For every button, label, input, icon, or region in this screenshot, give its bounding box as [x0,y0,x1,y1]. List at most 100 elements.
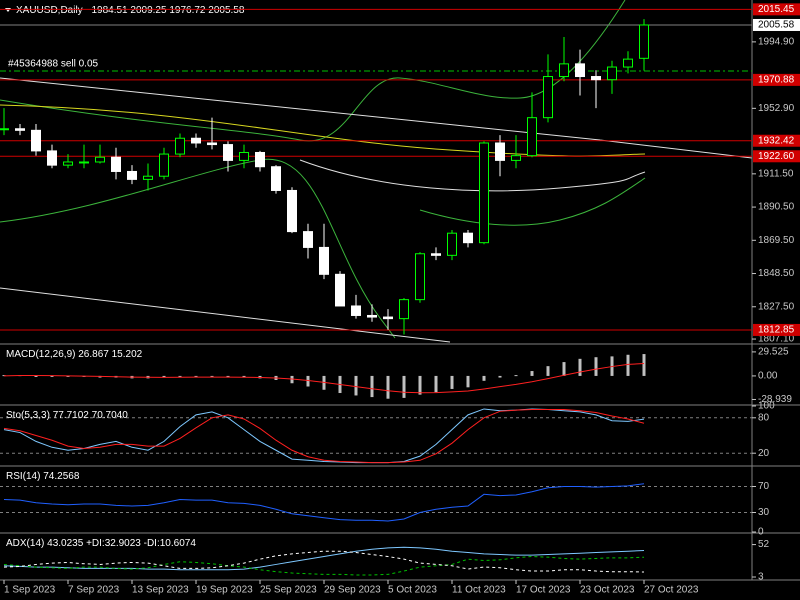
histogram-bar [530,371,534,376]
price-level-box [753,73,800,86]
x-tick-label: 27 Oct 2023 [644,585,699,596]
moving-average [299,159,646,192]
candle-body [271,166,281,191]
x-tick-label: 5 Oct 2023 [388,585,437,596]
histogram-bar [498,375,502,378]
price-level-box [753,134,800,147]
candle-body [287,189,297,233]
histogram-bar [434,375,438,393]
trend-line [0,287,451,343]
candle-body [159,153,169,177]
x-tick-label: 19 Sep 2023 [196,585,253,596]
indicator-readout: 43.0235 [47,538,84,549]
histogram-bar [162,375,166,378]
indicator-readout: 26.867 [78,349,109,360]
indicator-header: MACD(12,26,9) 26.867 15.202 [6,349,143,360]
price-level-label: 1812.85 [758,325,795,336]
candle-body [319,246,329,275]
candle-body [303,231,313,248]
indicator-header: ADX(14) 43.0235 +DI:32.9023 -DI:10.6074 [6,538,196,549]
y-tick-label: 3 [758,572,764,583]
indicator-line [3,363,645,394]
indicator-header: Sto(5,3,3) 77.7102 70.7040 [6,410,128,421]
candle-body [639,24,649,59]
price-level-box [753,150,800,163]
indicator-name: RSI(14) [6,471,40,482]
candle-body [223,144,233,161]
y-tick-label: 0.00 [758,371,778,382]
x-tick-label: 7 Sep 2023 [68,585,120,596]
symbol: XAUUSD,Daily [16,5,83,16]
histogram-bar [594,357,598,376]
histogram-bar [178,375,182,377]
candle-body [175,137,185,155]
y-tick-label: 1869.50 [758,235,795,246]
current-price-box [753,18,800,31]
histogram-bar [210,375,214,377]
y-tick-label: 20 [758,448,770,459]
x-tick-label: 1 Sep 2023 [4,585,56,596]
candle-body [527,117,537,157]
y-tick-label: 29.525 [758,347,789,358]
current-price-label: 2005.58 [758,20,795,31]
candle-body [415,253,425,301]
histogram-bar [418,375,422,395]
chart-header: XAUUSD,Daily 1984.51 2009.25 1976.72 200… [16,5,245,16]
indicator-readout: +DI:32.9023 [86,538,141,549]
candle-body [207,142,217,146]
indicator-readout: 70.7040 [92,410,129,421]
close-readout: 2005.58 [208,5,245,16]
histogram-bar [482,375,486,381]
indicator-readout: 74.2568 [43,471,80,482]
candle-body [399,299,409,320]
candle-body [239,151,249,161]
y-tick-label: 1827.50 [758,301,795,312]
candle-body [479,142,489,244]
price-level-label: 1970.88 [758,75,795,86]
indicator-readout: -DI:10.6074 [144,538,197,549]
indicator-header: RSI(14) 74.2568 [6,471,80,482]
histogram-bar [50,375,54,377]
x-tick-label: 13 Sep 2023 [132,585,189,596]
candle-body [559,63,569,78]
indicator-line [3,555,645,576]
y-tick-label: 1848.50 [758,268,795,279]
x-tick-label: 23 Oct 2023 [580,585,635,596]
histogram-bar [546,366,550,376]
candle-body [511,155,521,161]
histogram-bar [514,375,518,377]
price-level-label: 1932.42 [758,135,795,146]
histogram-bar [370,375,374,398]
candle-body [15,128,25,131]
indicator-name: ADX(14) [6,538,44,549]
band-lower [419,177,646,226]
y-tick-label: 100 [758,401,775,412]
candle-body [591,76,601,81]
y-tick-label: 52 [758,539,770,550]
histogram-bar [642,354,646,376]
histogram-bar [354,375,358,396]
histogram-bar [306,375,310,387]
histogram-bar [450,375,454,389]
indicator-line [3,546,645,571]
candle-body [543,76,553,119]
indicator-readout: 77.7102 [53,410,90,421]
high-readout: 2009.25 [130,5,167,16]
y-tick-label: 1890.50 [758,202,795,213]
candle-body [255,151,265,168]
y-tick-label: 1952.90 [758,103,795,114]
candle-body [191,137,201,144]
indicator-line [3,409,645,464]
price-level-label: 1922.60 [758,151,795,162]
candle-body [335,273,345,307]
x-tick-label: 11 Oct 2023 [452,585,506,596]
indicator-name: Sto(5,3,3) [6,410,50,421]
candle-body [0,128,9,131]
histogram-bar [194,375,198,377]
x-tick-label: 25 Sep 2023 [260,585,317,596]
histogram-bar [578,358,582,376]
candle-body [575,63,585,78]
x-tick-label: 17 Oct 2023 [516,585,571,596]
y-tick-label: 30 [758,507,770,518]
